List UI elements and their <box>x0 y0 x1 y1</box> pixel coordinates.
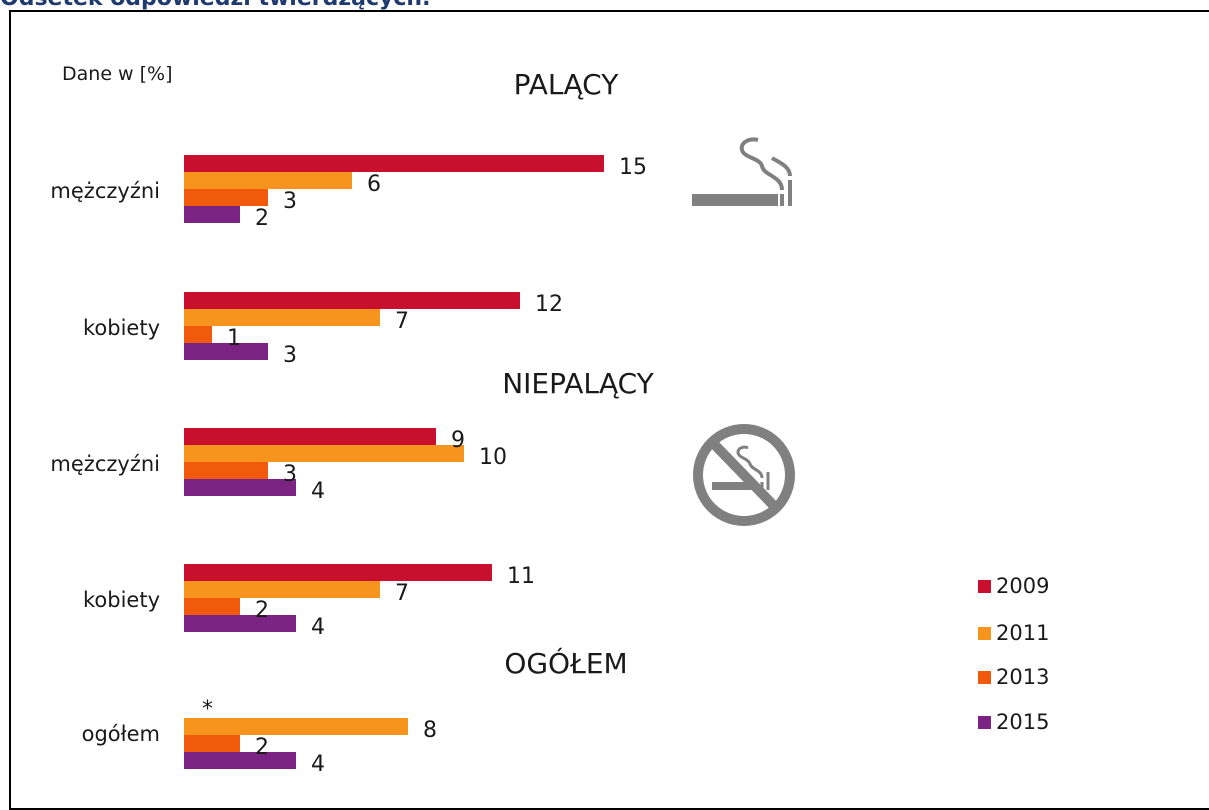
legend-swatch-2009 <box>978 580 991 593</box>
bar-0-1-2009 <box>184 292 520 309</box>
section-title-nonsmokers: NIEPALĄCY <box>502 367 654 400</box>
bar-0-1-2013 <box>184 326 212 343</box>
legend-label-2015: 2015 <box>996 710 1049 734</box>
value-label-2-0-2015: 4 <box>311 752 325 777</box>
bar-1-1-2011 <box>184 581 380 598</box>
value-label-1-1-2013: 2 <box>255 598 269 623</box>
bar-1-0-2015 <box>184 479 296 496</box>
value-label-1-0-2009: 9 <box>451 428 465 453</box>
category-label-1-0: mężczyźni <box>50 452 160 476</box>
section-title-smokers: PALĄCY <box>514 68 620 101</box>
unit-label: Dane w [%] <box>62 63 173 85</box>
legend-swatch-2011 <box>978 627 991 640</box>
value-label-0-1-2011: 7 <box>395 309 409 334</box>
cigarette-icon <box>692 137 792 206</box>
value-label-0-1-2015: 3 <box>283 343 297 368</box>
section-title-overall: OGÓŁEM <box>504 646 627 680</box>
value-label-1-0-2013: 3 <box>283 462 297 487</box>
value-label-0-1-2009: 12 <box>535 292 563 317</box>
bar-0-0-2009 <box>184 155 604 172</box>
value-label-1-1-2011: 7 <box>395 581 409 606</box>
bar-1-0-2011 <box>184 445 464 462</box>
value-label-2-0-2011: 8 <box>423 718 437 743</box>
legend-label-2009: 2009 <box>996 574 1049 598</box>
value-label-0-0-2013: 3 <box>283 189 297 214</box>
legend-swatch-2013 <box>978 671 991 684</box>
value-label-1-0-2015: 4 <box>311 479 325 504</box>
value-label-0-0-2011: 6 <box>367 172 381 197</box>
bar-2-0-2013 <box>184 735 240 752</box>
bar-0-0-2013 <box>184 189 268 206</box>
bar-chart: Dane w [%] PALĄCY NIEPALĄCY OGÓŁEM mężcz… <box>50 63 1049 777</box>
legend-label-2013: 2013 <box>996 665 1049 689</box>
missing-marker-2009: * <box>202 697 213 722</box>
bar-2-0-2011 <box>184 718 408 735</box>
value-label-1-0-2011: 10 <box>479 445 507 470</box>
legend-label-2011: 2011 <box>996 621 1049 645</box>
value-label-2-0-2013: 2 <box>255 735 269 760</box>
value-label-0-0-2015: 2 <box>255 206 269 231</box>
value-label-1-1-2015: 4 <box>311 615 325 640</box>
value-label-0-1-2013: 1 <box>227 326 241 351</box>
value-label-1-1-2009: 11 <box>507 564 535 589</box>
category-label-1-1: kobiety <box>83 588 160 612</box>
bar-0-0-2011 <box>184 172 352 189</box>
bar-1-0-2009 <box>184 428 436 445</box>
bar-1-1-2015 <box>184 615 296 632</box>
value-label-0-0-2009: 15 <box>619 155 647 180</box>
category-label-2-0: ogółem <box>82 722 160 746</box>
bar-1-1-2009 <box>184 564 492 581</box>
bar-0-1-2015 <box>184 343 268 360</box>
chart-heading: Odsetek odpowiedzi twierdzących. <box>0 0 430 11</box>
category-label-0-0: mężczyźni <box>50 179 160 203</box>
legend-swatch-2015 <box>978 716 991 729</box>
category-label-0-1: kobiety <box>83 316 160 340</box>
bar-2-0-2015 <box>184 752 296 769</box>
bar-0-0-2015 <box>184 206 240 223</box>
bar-1-0-2013 <box>184 462 268 479</box>
no-smoking-icon <box>693 424 795 526</box>
bar-1-1-2013 <box>184 598 240 615</box>
bar-0-1-2011 <box>184 309 380 326</box>
